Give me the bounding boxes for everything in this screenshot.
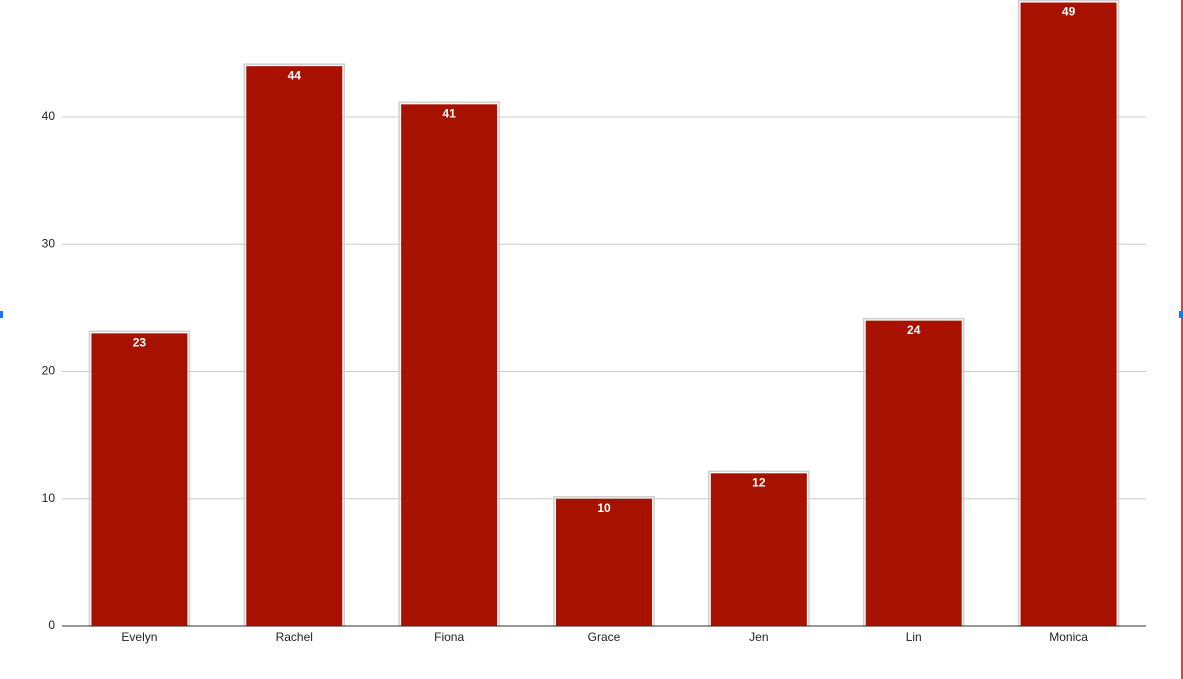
bars <box>88 0 1120 627</box>
value-label: 44 <box>288 68 302 82</box>
x-tick-label: Monica <box>1049 630 1088 644</box>
x-tick-label: Rachel <box>276 630 313 644</box>
bar <box>401 104 498 627</box>
x-tick-label: Fiona <box>434 630 464 644</box>
value-label: 41 <box>442 107 456 121</box>
bar <box>555 498 653 626</box>
x-tick-label: Evelyn <box>121 630 157 644</box>
x-tick-label: Grace <box>588 630 621 644</box>
y-tick-label: 20 <box>42 364 56 378</box>
bar <box>91 333 188 626</box>
y-tick-label: 0 <box>48 618 55 632</box>
bar <box>1020 2 1117 626</box>
bar <box>246 66 343 627</box>
value-label: 24 <box>907 323 921 337</box>
value-label: 12 <box>752 475 766 489</box>
bar <box>710 473 807 626</box>
value-label: 49 <box>1062 5 1076 19</box>
x-tick-label: Lin <box>906 630 922 644</box>
value-label: 23 <box>133 336 147 350</box>
bar <box>865 320 962 626</box>
y-tick-label: 10 <box>42 491 56 505</box>
value-label: 10 <box>597 501 611 515</box>
handle <box>0 311 3 318</box>
y-tick-label: 30 <box>42 236 56 250</box>
y-tick-label: 40 <box>42 109 56 123</box>
handle <box>1179 311 1183 318</box>
x-tick-label: Jen <box>749 630 768 644</box>
